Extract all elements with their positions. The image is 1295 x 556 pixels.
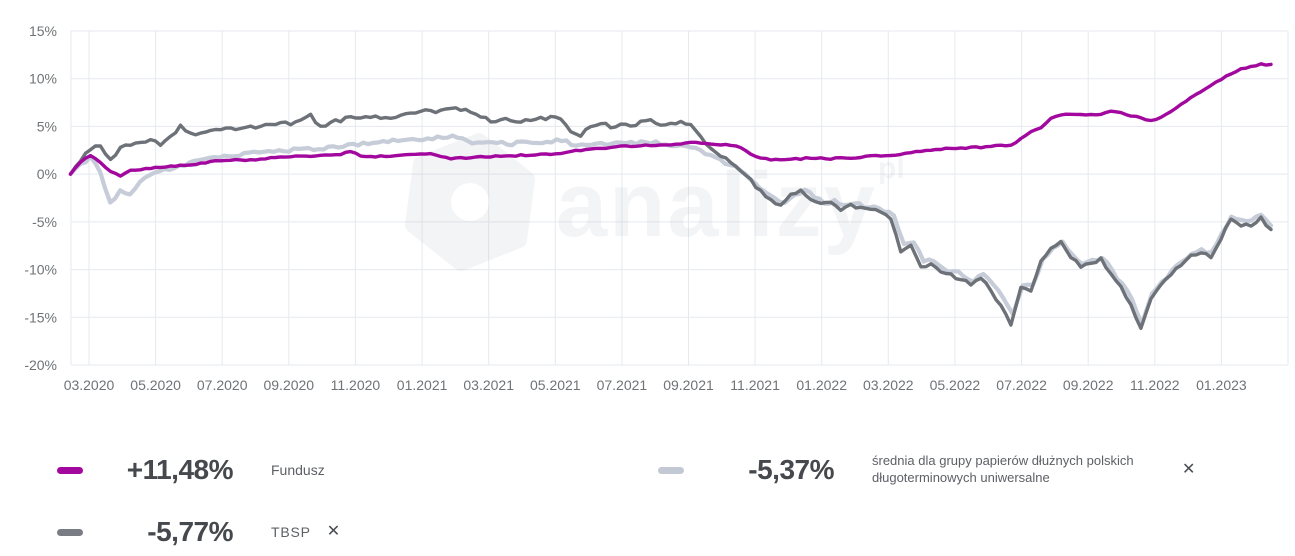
x-axis-tick-label: 03.2022 [863,377,914,393]
y-axis-tick-label: -10% [24,262,57,278]
x-axis-tick-label: 01.2022 [796,377,847,393]
x-axis-tick-label: 05.2020 [130,377,181,393]
legend-item-srednia: -5,37% średnia dla grupy papierów dłużny… [658,448,1195,492]
series-label-srednia: średnia dla grupy papierów dłużnych pols… [872,453,1134,485]
x-axis-tick-label: 09.2021 [663,377,714,393]
x-axis-tick-label: 11.2021 [730,377,780,393]
x-axis-tick-label: 05.2022 [930,377,981,393]
y-axis-tick-label: -5% [32,214,57,230]
x-axis-tick-label: 01.2021 [397,377,448,393]
x-axis-tick-label: 07.2020 [197,377,248,393]
y-axis-tick-label: -20% [24,357,57,373]
y-axis: 15% 10% 5% 0% -5% -10% -15% -20% [24,23,57,373]
series-return-fundusz: +11,48% [126,454,234,485]
series-swatch-fundusz [57,466,83,474]
close-icon[interactable]: ✕ [326,523,341,540]
y-axis-tick-label: 15% [29,23,57,39]
x-axis-tick-label: 09.2022 [1063,377,1114,393]
performance-chart-svg[interactable]: 15%10%5%0%-5%-10%-15%-20%03.2020 05.2020 0… [0,0,1295,402]
series-label-fundusz: Fundusz [271,462,325,478]
x-axis-tick-label: 11.2022 [1130,377,1180,393]
performance-chart[interactable]: 15% 10% 5% 0% -5% -10% -15% -20% 03.2020 05.2020 0… [0,0,1295,402]
x-axis-tick-label: 03.2021 [463,377,514,393]
x-axis: 03.2020 05.2020 07.2020 09.2020 11.2020 01.20… [64,377,1247,393]
series-line-fundusz [68,62,1273,178]
x-axis-tick-label: 09.2020 [263,377,314,393]
series-line-tbsp [68,106,1273,330]
y-axis-tick-label: 10% [29,71,57,87]
x-axis-tick-label: 03.2020 [64,377,115,393]
x-axis-tick-label: 11.2020 [331,377,381,393]
x-axis-tick-label: 07.2021 [597,377,648,393]
y-axis-tick-label: -15% [24,309,57,325]
x-axis-tick-label: 01.2023 [1196,377,1247,393]
watermark-text: analizy [556,154,877,256]
series-swatch-tbsp [57,528,83,536]
watermark-hexagon-hole [451,183,489,221]
legend-item-fundusz: +11,48% Fundusz [57,448,325,492]
y-axis-tick-label: 0% [37,166,57,182]
close-icon[interactable]: ✕ [1182,461,1196,478]
chart-grid [70,30,1289,366]
series-swatch-srednia [658,466,684,474]
series-return-srednia: -5,37% [748,454,834,485]
series-return-tbsp: -5,77% [147,516,233,547]
x-axis-tick-label: 05.2021 [530,377,581,393]
series-label-tbsp: TBSP [271,524,311,540]
y-axis-tick-label: 5% [37,118,57,134]
x-axis-tick-label: 07.2022 [996,377,1047,393]
legend-item-tbsp: -5,77% TBSP ✕ [57,510,340,554]
